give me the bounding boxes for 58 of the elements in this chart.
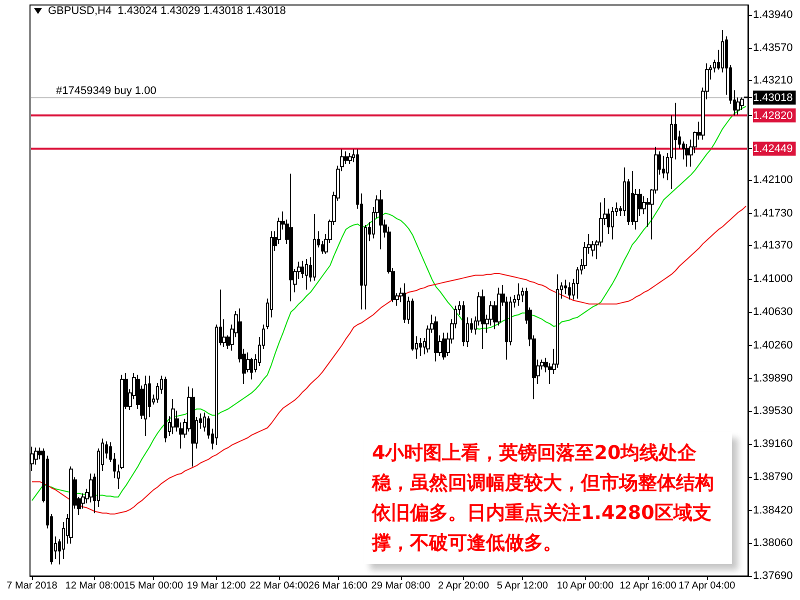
ref-line-label: #17459349 buy 1.00 (56, 85, 156, 98)
candlestick (481, 289, 485, 350)
candlestick (442, 332, 446, 360)
candlestick (517, 282, 520, 306)
y-tick-label: 1.42100 (753, 174, 793, 186)
y-tick-label: 1.38790 (753, 471, 793, 484)
candlestick (144, 375, 147, 436)
y-tick-label: 1.41370 (753, 240, 793, 252)
x-tick-label: 22 Mar 04:00 (250, 580, 310, 592)
candlestick (568, 282, 571, 300)
candlestick (69, 466, 73, 544)
y-tick-label: 1.41000 (753, 272, 793, 285)
candlestick (740, 96, 744, 111)
candlestick (685, 144, 689, 168)
y-tick-label: 1.40260 (753, 339, 793, 352)
candlestick (662, 155, 665, 179)
x-tick-label: 12 Apr 16:00 (620, 580, 677, 592)
x-tick-label: 10 Apr 00:00 (556, 580, 614, 592)
y-tick-label: 1.43570 (753, 42, 793, 54)
y-tick-label: 1.43210 (753, 74, 793, 86)
y-tick-label: 1.43018 (753, 92, 793, 104)
x-tick-label: 12 Mar 08:00 (65, 580, 125, 592)
candlestick (164, 376, 167, 443)
x-tick-label: 5 Apr 12:00 (496, 580, 548, 592)
candlestick (631, 170, 634, 226)
chart-title: GBPUSD,H4 1.43024 1.43029 1.43018 1.43018 (48, 5, 286, 17)
x-tick-label: 15 Mar 00:00 (124, 580, 184, 592)
x-tick-label: 2 Apr 20:00 (438, 580, 490, 592)
candlestick (379, 189, 383, 250)
y-tick-label: 1.39530 (753, 404, 793, 417)
x-tick-label: 17 Apr 04:00 (678, 580, 736, 592)
y-tick-label: 1.38420 (753, 504, 793, 516)
y-tick-label: 1.38060 (753, 536, 793, 549)
y-tick-label: 1.43940 (753, 8, 793, 21)
x-tick-label: 29 Mar 08:00 (371, 580, 431, 592)
candlestick (313, 214, 316, 282)
candlestick (419, 338, 422, 357)
x-tick-label: 7 Mar 2018 (6, 580, 58, 592)
y-tick-label: 1.41730 (753, 207, 793, 220)
candlestick (191, 388, 195, 467)
y-tick-label: 1.39890 (753, 372, 793, 384)
y-tick-label: 1.42449 (753, 143, 793, 156)
candlestick (289, 173, 293, 302)
candlestick (403, 282, 406, 324)
candlestick (611, 206, 614, 240)
x-tick-label: 19 Mar 12:00 (186, 580, 246, 592)
candlestick (434, 316, 438, 362)
candlestick (462, 300, 465, 347)
candlestick (497, 287, 501, 326)
annotation: 4小时图上看，英镑回落至20均线处企稳，虽然回调幅度较大，但市场整体结构依旧偏多。日内重点关注1.4280区域支撑，不破可逢低做多。 (364, 432, 732, 564)
y-tick-label: 1.40630 (753, 306, 793, 318)
candlestick (348, 152, 352, 164)
candlestick (171, 398, 175, 435)
x-tick-label: 26 Mar 16:00 (308, 580, 368, 592)
y-tick-label: 1.39160 (753, 438, 793, 450)
y-tick-label: 1.42820 (753, 110, 793, 122)
y-tick-label: 1.37690 (753, 570, 793, 582)
candlestick (305, 258, 308, 290)
